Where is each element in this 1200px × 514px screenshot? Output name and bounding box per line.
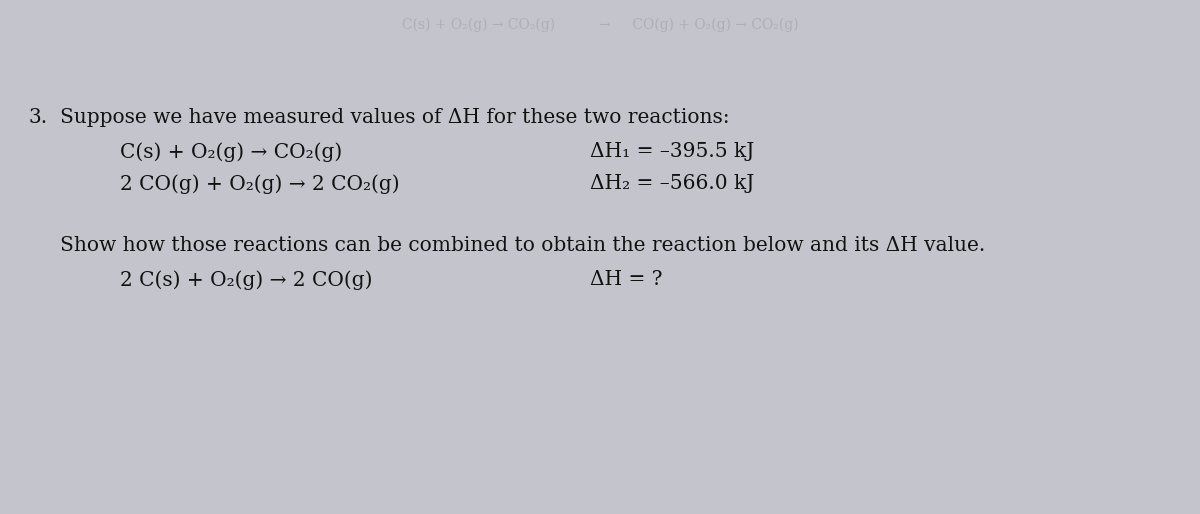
Text: 2 CO(g) + O₂(g) → 2 CO₂(g): 2 CO(g) + O₂(g) → 2 CO₂(g): [120, 174, 400, 194]
Text: ΔH = ?: ΔH = ?: [590, 270, 662, 289]
Text: 2 C(s) + O₂(g) → 2 CO(g): 2 C(s) + O₂(g) → 2 CO(g): [120, 270, 372, 290]
Text: C(s) + O₂(g) → CO₂(g): C(s) + O₂(g) → CO₂(g): [120, 142, 342, 162]
Text: Suppose we have measured values of ΔH for these two reactions:: Suppose we have measured values of ΔH fo…: [60, 108, 730, 127]
Text: ΔH₁ = –395.5 kJ: ΔH₁ = –395.5 kJ: [590, 142, 755, 161]
Text: ΔH₂ = –566.0 kJ: ΔH₂ = –566.0 kJ: [590, 174, 755, 193]
Text: Show how those reactions can be combined to obtain the reaction below and its ΔH: Show how those reactions can be combined…: [60, 236, 985, 255]
Text: C(s) + O₂(g) → CO₂(g)          →     CO(g) + O₂(g) → CO₂(g): C(s) + O₂(g) → CO₂(g) → CO(g) + O₂(g) → …: [402, 18, 798, 32]
Text: 3.: 3.: [28, 108, 47, 127]
